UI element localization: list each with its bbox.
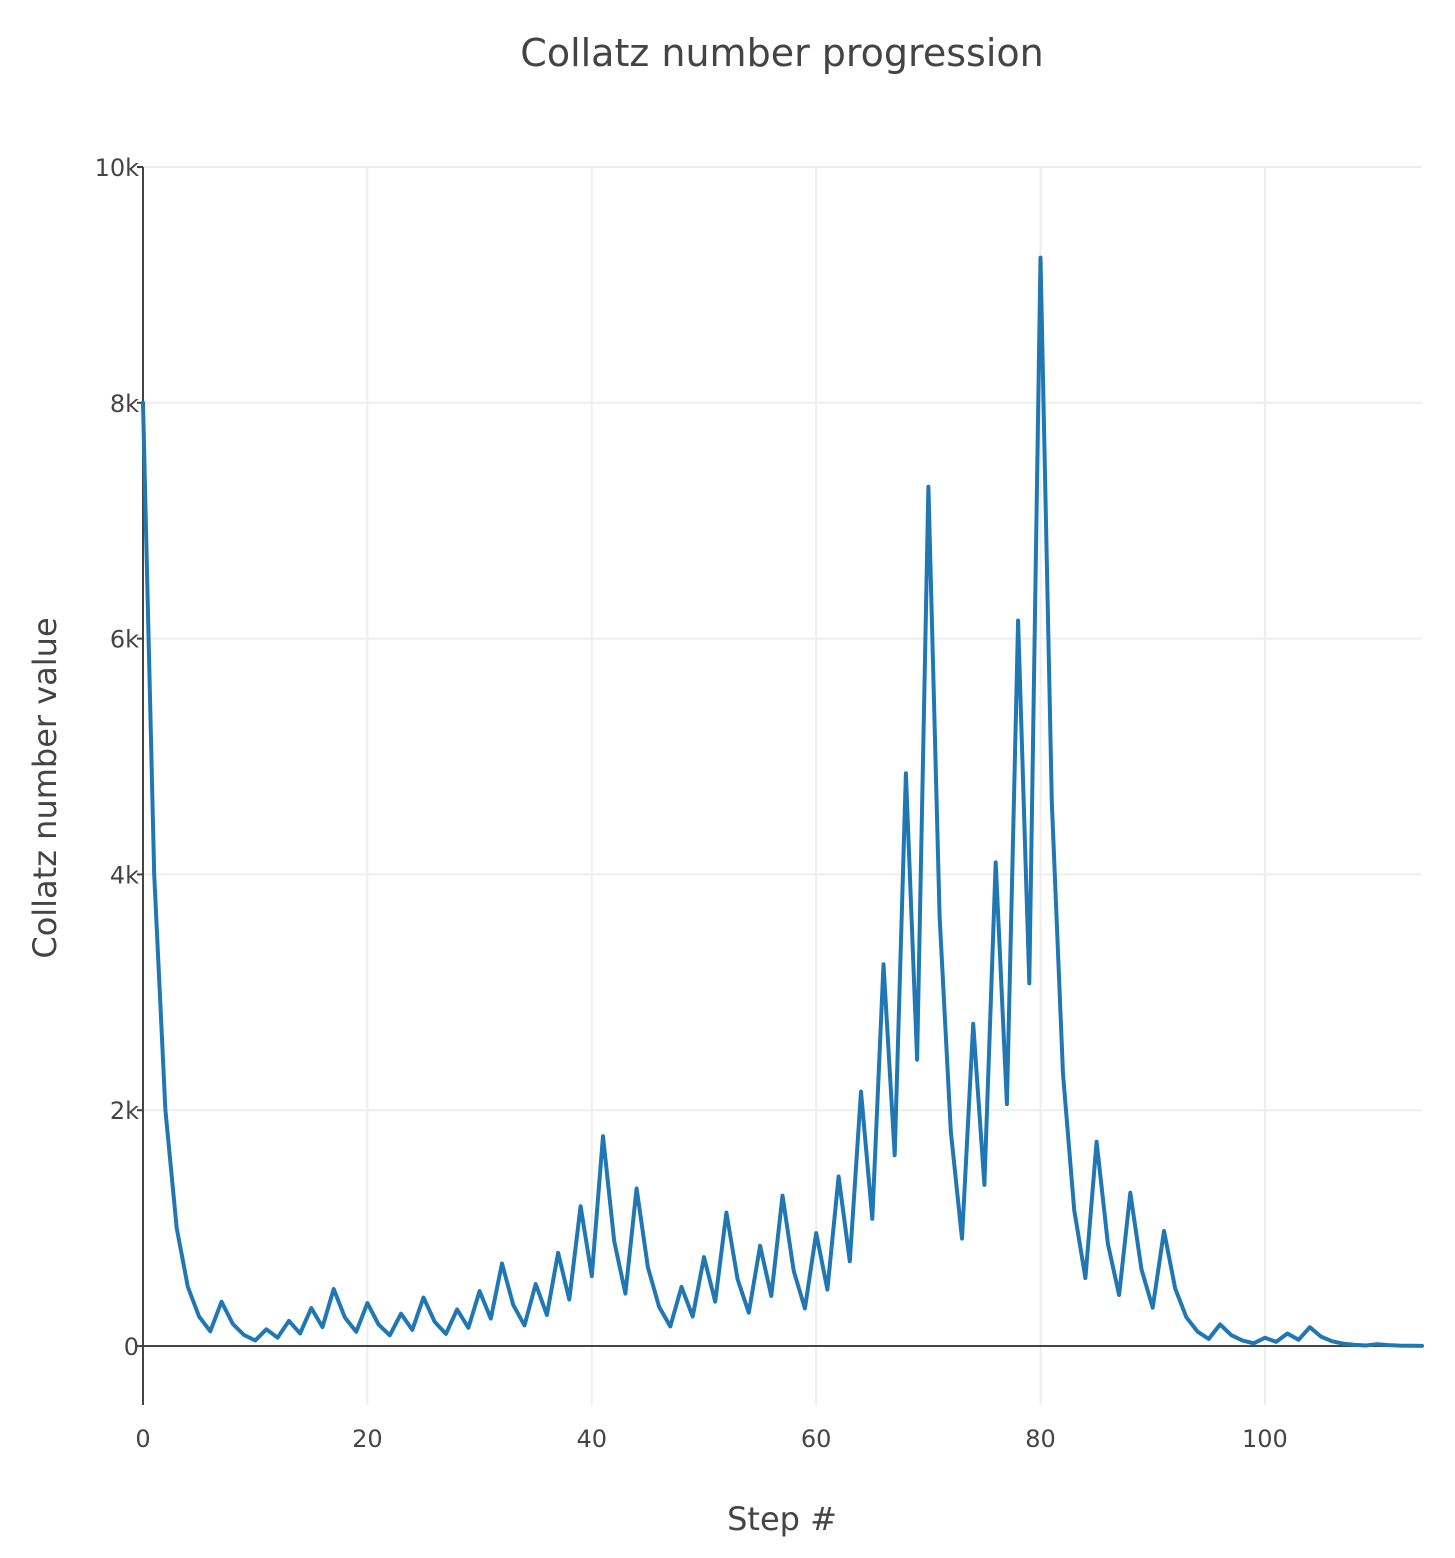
x-tick-label: 40: [576, 1425, 607, 1453]
x-tick-label: 0: [135, 1425, 150, 1453]
axes: [137, 166, 1422, 1405]
y-tick-label: 0: [124, 1333, 139, 1361]
y-tick-label: 10k: [95, 154, 140, 182]
y-tick-label: 6k: [110, 626, 139, 654]
y-tick-label: 4k: [110, 861, 139, 889]
y-tick-label: 8k: [110, 390, 139, 418]
chart-title: Collatz number progression: [520, 31, 1043, 75]
grid: [143, 166, 1422, 1405]
x-tick-label: 100: [1242, 1425, 1288, 1453]
series-layer: [141, 255, 1424, 1348]
series-line: [141, 255, 1424, 1348]
y-tick-label: 2k: [110, 1097, 139, 1125]
x-tick-label: 80: [1025, 1425, 1056, 1453]
x-tick-label: 20: [352, 1425, 383, 1453]
x-tick-label: 60: [801, 1425, 832, 1453]
tick-labels: 0 20 40 60 80 100 0 2k 4k 6k 8k 10k: [95, 154, 1288, 1453]
x-axis-title: Step #: [727, 1500, 837, 1538]
y-axis-title: Collatz number value: [26, 617, 64, 958]
